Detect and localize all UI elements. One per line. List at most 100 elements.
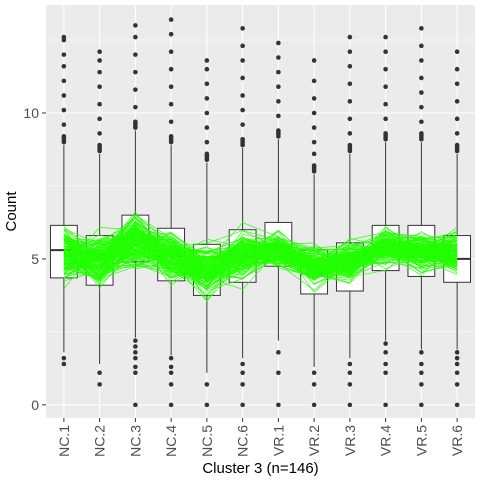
outlier-point (383, 370, 388, 376)
profile-line (63, 235, 458, 272)
outlier-point (97, 84, 102, 90)
outlier-point (419, 382, 424, 387)
outlier-point (97, 370, 102, 376)
outlier-point (311, 139, 317, 145)
outlier-point (419, 90, 424, 95)
outlier-point (454, 402, 460, 408)
outlier-point (97, 131, 102, 136)
outlier-point (204, 110, 210, 116)
x-tick-label: NC.4 (163, 425, 179, 457)
outlier-point (419, 104, 424, 110)
profile-line (63, 216, 458, 275)
outlier-point (347, 131, 353, 136)
outlier-point (168, 402, 174, 408)
outlier-point (454, 355, 460, 361)
outlier-point (383, 101, 388, 107)
outlier-point (347, 116, 353, 122)
outlier-point (383, 116, 388, 122)
outlier-point (276, 350, 281, 355)
outlier-point (454, 350, 460, 355)
outlier-point (347, 49, 353, 54)
outlier-point (383, 84, 388, 90)
outlier-point (61, 355, 67, 361)
profile-line (63, 224, 458, 278)
outlier-point (168, 84, 174, 90)
outlier-point (383, 66, 388, 72)
outlier-point (133, 370, 138, 376)
outlier-point (419, 43, 424, 49)
outlier-point (419, 402, 424, 408)
outlier-point (61, 361, 67, 367)
outlier-point (168, 119, 174, 125)
outlier-point (240, 122, 245, 127)
outlier-point (454, 382, 460, 387)
outlier-point (454, 81, 460, 87)
x-tick-label: VR.3 (342, 425, 358, 456)
outlier-point (383, 49, 388, 54)
outlier-point (133, 402, 138, 408)
outlier-point (97, 116, 102, 122)
outlier-point (347, 63, 353, 69)
outlier-point (383, 361, 388, 367)
outlier-point (97, 382, 102, 387)
outlier-point (97, 69, 102, 75)
outlier-point (168, 355, 174, 361)
outlier-point (311, 58, 317, 63)
outlier-point (133, 87, 138, 92)
outlier-point (168, 134, 174, 139)
outlier-point (347, 382, 353, 387)
outlier-point (168, 364, 174, 370)
outlier-point (383, 350, 388, 355)
outlier-point (97, 49, 102, 54)
x-tick-label: NC.2 (92, 425, 108, 457)
outlier-point (240, 58, 245, 63)
outlier-point (61, 107, 67, 113)
outlier-point (204, 402, 210, 408)
x-tick-label: VR.4 (378, 425, 394, 456)
y-tick-label: 5 (31, 251, 39, 267)
outlier-point (276, 113, 281, 119)
outlier-point (454, 370, 460, 376)
outlier-point (97, 142, 102, 148)
outlier-point (204, 96, 210, 101)
outlier-point (168, 101, 174, 107)
outlier-point (311, 78, 317, 84)
x-tick-label: NC.3 (127, 425, 143, 457)
profile-lines-layer (63, 210, 458, 302)
outlier-point (454, 49, 460, 54)
outlier-point (133, 69, 138, 75)
outlier-point (168, 49, 174, 54)
outlier-point (347, 361, 353, 367)
outlier-point (347, 402, 353, 408)
outlier-point (454, 116, 460, 122)
profile-line (63, 235, 458, 275)
outlier-point (311, 96, 317, 101)
outlier-point (347, 99, 353, 104)
outlier-point (204, 58, 210, 63)
outlier-point (133, 350, 138, 355)
outlier-point (311, 163, 317, 168)
outlier-point (168, 66, 174, 72)
x-axis-title: Cluster 3 (n=146) (202, 460, 318, 477)
outlier-point (347, 81, 353, 87)
outlier-point (419, 131, 424, 136)
outlier-point (240, 75, 245, 81)
outlier-point (168, 17, 174, 22)
x-tick-label: NC.6 (235, 425, 251, 457)
outlier-point (419, 370, 424, 376)
outlier-point (454, 361, 460, 367)
outlier-point (383, 341, 388, 346)
outlier-point (347, 34, 353, 40)
outlier-point (61, 134, 67, 139)
outlier-point (133, 119, 138, 125)
outlier-point (97, 101, 102, 107)
outlier-point (311, 370, 317, 376)
outlier-point (311, 110, 317, 116)
y-axis-title: Count (3, 191, 20, 232)
outlier-point (204, 81, 210, 87)
outlier-point (133, 34, 138, 40)
outlier-point (240, 136, 245, 142)
outlier-point (276, 128, 281, 133)
y-tick-label: 0 (31, 397, 39, 413)
outlier-point (133, 23, 138, 28)
